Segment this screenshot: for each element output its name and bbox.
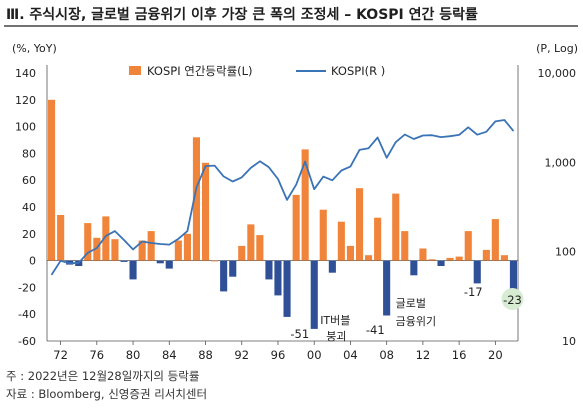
y-right-tick: 10,000 [538, 67, 577, 80]
source-note: 자료 : Bloomberg, 신영증권 리서치센터 [6, 387, 208, 401]
x-tick: 96 [271, 348, 286, 362]
bar-1971 [48, 99, 56, 261]
bar-1999 [301, 149, 309, 261]
y-left-unit: (%, YoY) [12, 42, 57, 55]
legend-label-bar: KOSPI 연간등락률(L) [147, 64, 253, 78]
bar-2007 [374, 217, 382, 261]
y-left-tick: -60 [18, 335, 36, 348]
bar-1977 [102, 216, 110, 261]
y-left-tick: 100 [15, 121, 36, 134]
bar-1981 [138, 240, 146, 261]
x-tick: 00 [307, 348, 322, 362]
bar-1991 [229, 260, 237, 277]
bar-2008 [383, 260, 391, 316]
annot-value-2000: -51 [290, 327, 309, 341]
bar-1972 [57, 215, 65, 261]
y-right-unit: (P, Log) [536, 42, 578, 55]
x-tick: 92 [234, 348, 249, 362]
annot-gfc-2: 금융위기 [396, 315, 436, 328]
x-tick: 16 [452, 348, 467, 362]
bar-2009 [392, 193, 400, 261]
bar-1982 [147, 231, 155, 261]
bar-2003 [337, 221, 345, 261]
bar-2011 [410, 260, 418, 276]
annot-gfc-1: 글로벌 [396, 297, 426, 310]
bar-2019 [482, 249, 490, 261]
bar-1980 [129, 260, 137, 280]
bar-1979 [120, 260, 128, 262]
x-tick: 80 [126, 348, 141, 362]
bar-1984 [165, 260, 173, 269]
bar-2022 [509, 260, 517, 292]
bar-2021 [500, 255, 508, 261]
x-tick: 20 [488, 348, 503, 362]
annot-value-2008: -41 [366, 323, 385, 337]
x-tick: 84 [162, 348, 177, 362]
y-left-tick: 0 [29, 255, 36, 268]
y-left-tick: -20 [18, 281, 36, 294]
bar-2016 [455, 256, 463, 261]
annot-it-bubble-2: 붕괴 [326, 330, 346, 343]
bar-1989 [211, 260, 219, 262]
x-tick: 12 [416, 348, 431, 362]
bar-2018 [473, 260, 481, 284]
bar-2013 [428, 259, 436, 261]
bar-1987 [192, 137, 200, 261]
bar-2002 [328, 260, 336, 273]
bar-2017 [464, 231, 472, 261]
bar-1990 [220, 260, 228, 292]
bar-2006 [365, 255, 373, 261]
bar-1985 [174, 240, 182, 261]
bar-2000 [310, 260, 318, 329]
bar-1997 [283, 260, 291, 317]
legend-label-line: KOSPI(R ) [331, 64, 385, 78]
annot-it-bubble-1: IT버블 [320, 314, 350, 327]
bar-1993 [247, 224, 255, 261]
y-left-tick: 80 [22, 147, 36, 160]
y-left-tick: 120 [15, 94, 36, 107]
y-left-tick: 20 [22, 228, 36, 241]
bar-2020 [491, 219, 499, 261]
y-right-tick: 1,000 [545, 156, 577, 169]
footnote: 주 : 2022년은 12월28일까지의 등락률 [6, 369, 200, 383]
bar-2001 [319, 209, 327, 261]
x-tick: 72 [53, 348, 68, 362]
bar-2012 [419, 248, 427, 261]
annot-value-2022: -23 [503, 293, 522, 307]
x-tick: 04 [343, 348, 358, 362]
y-left-tick: 60 [22, 174, 36, 187]
bar-1978 [111, 239, 119, 261]
annot-value-2018: -17 [464, 285, 483, 299]
bar-1975 [84, 223, 92, 261]
kospi-line [50, 119, 515, 276]
bar-2004 [346, 245, 354, 261]
bar-1986 [183, 233, 191, 261]
y-left-tick: 140 [15, 67, 36, 80]
chart-title: Ⅲ. 주식시장, 글로벌 금융위기 이후 가장 큰 폭의 조정세 – KOSPI… [6, 7, 478, 23]
y-left-tick: 40 [22, 201, 36, 214]
bar-1994 [256, 235, 264, 261]
bar-1995 [265, 260, 273, 280]
bar-2010 [401, 231, 409, 261]
bar-2005 [356, 188, 364, 261]
bar-1976 [93, 237, 101, 261]
x-tick: 08 [379, 348, 394, 362]
bar-1983 [156, 260, 164, 264]
y-right-tick: 100 [555, 246, 576, 259]
bar-2015 [446, 257, 454, 261]
bar-1996 [274, 260, 282, 296]
bar-2014 [437, 260, 445, 266]
bar-1998 [292, 194, 300, 261]
legend-swatch-bar [129, 66, 141, 75]
y-right-tick: 10 [562, 335, 576, 348]
highlight-circle [501, 288, 524, 310]
y-left-tick: -40 [18, 308, 36, 321]
x-tick: 88 [198, 348, 213, 362]
bar-1988 [202, 162, 210, 261]
bar-1992 [238, 245, 246, 261]
x-tick: 76 [89, 348, 104, 362]
